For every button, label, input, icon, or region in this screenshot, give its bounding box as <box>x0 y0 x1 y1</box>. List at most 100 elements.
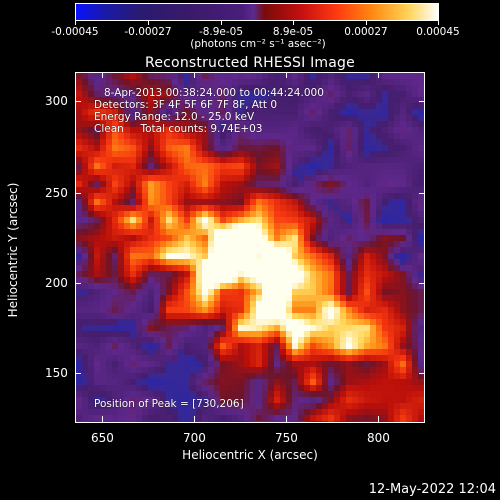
image-pixel <box>196 133 202 139</box>
image-pixel <box>394 181 400 187</box>
image-pixel <box>268 361 274 367</box>
image-pixel <box>244 175 250 181</box>
image-pixel <box>166 403 172 409</box>
image-pixel <box>316 121 322 127</box>
image-pixel <box>358 295 364 301</box>
image-pixel <box>322 421 328 422</box>
image-pixel <box>220 211 226 217</box>
image-pixel <box>82 307 88 313</box>
image-pixel <box>142 115 148 121</box>
image-pixel <box>346 307 352 313</box>
image-pixel <box>298 145 304 151</box>
image-pixel <box>298 175 304 181</box>
image-pixel <box>208 103 214 109</box>
image-pixel <box>316 253 322 259</box>
image-pixel <box>118 295 124 301</box>
image-pixel <box>232 397 238 403</box>
image-pixel <box>124 373 130 379</box>
image-pixel <box>232 247 238 253</box>
image-pixel <box>376 319 382 325</box>
image-pixel <box>82 91 88 97</box>
image-pixel <box>220 217 226 223</box>
image-pixel <box>82 343 88 349</box>
image-pixel <box>124 259 130 265</box>
image-pixel <box>262 127 268 133</box>
image-pixel <box>106 97 112 103</box>
image-pixel <box>214 403 220 409</box>
image-pixel <box>370 85 376 91</box>
image-pixel <box>184 109 190 115</box>
image-pixel <box>280 367 286 373</box>
image-pixel <box>310 169 316 175</box>
image-pixel <box>124 127 130 133</box>
image-pixel <box>388 181 394 187</box>
image-pixel <box>388 277 394 283</box>
image-pixel <box>340 289 346 295</box>
image-pixel <box>172 271 178 277</box>
image-pixel <box>190 109 196 115</box>
image-pixel <box>358 397 364 403</box>
image-pixel <box>316 217 322 223</box>
image-pixel <box>106 133 112 139</box>
image-pixel <box>382 409 388 415</box>
image-pixel <box>232 145 238 151</box>
image-pixel <box>406 271 412 277</box>
image-pixel <box>226 211 232 217</box>
image-pixel <box>232 409 238 415</box>
image-pixel <box>286 241 292 247</box>
image-pixel <box>334 277 340 283</box>
x-tick <box>102 416 103 422</box>
image-pixel <box>298 349 304 355</box>
image-pixel <box>190 199 196 205</box>
image-pixel <box>148 361 154 367</box>
image-pixel <box>76 361 82 367</box>
image-pixel <box>310 199 316 205</box>
image-pixel <box>160 169 166 175</box>
image-pixel <box>412 397 418 403</box>
image-pixel <box>82 73 88 79</box>
image-pixel <box>124 145 130 151</box>
image-pixel <box>118 169 124 175</box>
image-pixel <box>136 277 142 283</box>
image-pixel <box>226 259 232 265</box>
image-pixel <box>364 223 370 229</box>
image-pixel <box>82 211 88 217</box>
image-pixel <box>166 283 172 289</box>
image-pixel <box>400 277 406 283</box>
image-pixel <box>328 193 334 199</box>
image-pixel <box>268 121 274 127</box>
image-pixel <box>94 115 100 121</box>
image-pixel <box>136 193 142 199</box>
image-pixel <box>184 283 190 289</box>
image-pixel <box>190 403 196 409</box>
image-pixel <box>352 307 358 313</box>
image-pixel <box>244 415 250 421</box>
image-pixel <box>364 307 370 313</box>
image-pixel <box>370 145 376 151</box>
image-pixel <box>388 103 394 109</box>
image-pixel <box>298 301 304 307</box>
image-pixel <box>328 97 334 103</box>
image-pixel <box>274 205 280 211</box>
image-pixel <box>124 385 130 391</box>
image-pixel <box>376 223 382 229</box>
image-pixel <box>274 199 280 205</box>
image-pixel <box>304 295 310 301</box>
image-pixel <box>154 157 160 163</box>
image-pixel <box>334 301 340 307</box>
image-pixel <box>112 265 118 271</box>
image-pixel <box>364 163 370 169</box>
image-pixel <box>346 259 352 265</box>
image-pixel <box>352 385 358 391</box>
image-pixel <box>190 115 196 121</box>
image-pixel <box>292 259 298 265</box>
image-pixel <box>112 133 118 139</box>
image-pixel <box>166 349 172 355</box>
image-pixel <box>394 301 400 307</box>
image-pixel <box>190 163 196 169</box>
image-pixel <box>274 163 280 169</box>
image-pixel <box>82 331 88 337</box>
image-pixel <box>100 379 106 385</box>
image-pixel <box>340 73 346 79</box>
image-pixel <box>292 241 298 247</box>
